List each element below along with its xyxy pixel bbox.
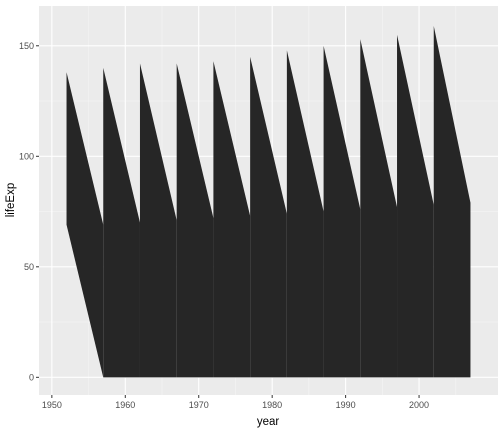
area-segment — [433, 25, 471, 378]
area-segment — [250, 56, 287, 378]
area-segment — [139, 63, 177, 378]
x-tick-label: 1950 — [42, 400, 62, 410]
area-segment — [286, 50, 324, 378]
y-tick-label: 0 — [29, 372, 34, 382]
area-segment — [360, 39, 398, 378]
x-axis-title: year — [257, 416, 280, 428]
area-segment — [397, 34, 434, 378]
x-axis: 1950 1960 1970 1980 1990 2000 — [42, 395, 429, 410]
x-tick-label: 1990 — [336, 400, 356, 410]
y-axis-title: lifeExp — [5, 183, 17, 218]
area-segment — [213, 61, 251, 378]
y-tick-label: 100 — [19, 151, 34, 161]
x-tick-label: 1980 — [262, 400, 282, 410]
area-segment — [323, 45, 361, 378]
x-tick-label: 2000 — [409, 400, 429, 410]
y-tick-label: 50 — [24, 262, 34, 272]
area-segment — [66, 72, 104, 378]
area-series — [66, 25, 471, 378]
area-segment — [103, 67, 140, 378]
y-axis: 0 50 100 150 — [19, 41, 39, 382]
x-tick-label: 1960 — [115, 400, 135, 410]
x-tick-label: 1970 — [189, 400, 209, 410]
y-tick-label: 150 — [19, 41, 34, 51]
area-segment — [176, 63, 214, 378]
